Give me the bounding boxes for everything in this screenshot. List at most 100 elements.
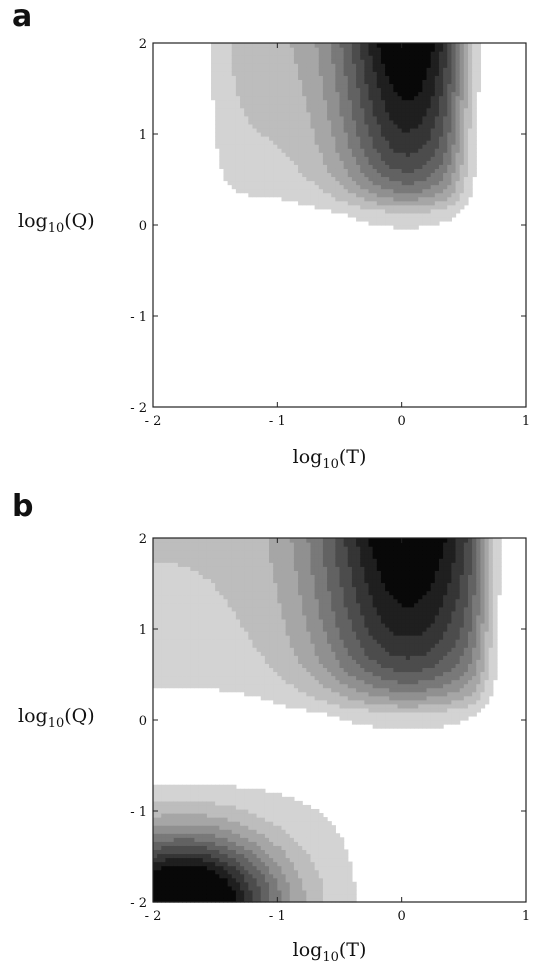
contour-cell (194, 679, 200, 685)
contour-cell (273, 131, 278, 137)
contour-cell (256, 841, 262, 846)
contour-cell (244, 574, 249, 580)
contour-cell (447, 184, 452, 190)
contour-cell (248, 546, 254, 551)
contour-cell (405, 95, 411, 101)
contour-cell (285, 817, 291, 822)
contour-cell (169, 865, 175, 871)
contour-cell (273, 845, 278, 851)
contour-cell (244, 180, 249, 186)
contour-cell (347, 168, 353, 174)
contour-cell (443, 43, 448, 48)
contour-cell (289, 893, 295, 899)
contour-cell (273, 55, 278, 60)
contour-cell (260, 566, 266, 571)
contour-cell (385, 71, 390, 76)
contour-cell (244, 63, 249, 68)
contour-cell (356, 140, 361, 145)
contour-cell (169, 825, 175, 830)
contour-cell (372, 148, 378, 153)
contour-cell (430, 184, 436, 190)
contour-cell (235, 598, 241, 604)
contour-cell (285, 192, 291, 198)
contour-cell (194, 590, 200, 596)
contour-cell (219, 107, 225, 113)
contour-cell (269, 606, 274, 612)
contour-cell (219, 47, 225, 52)
contour-cell (426, 107, 432, 113)
contour-cell (190, 893, 196, 899)
contour-cell (186, 626, 191, 632)
contour-cell (227, 635, 233, 640)
contour-cell (472, 75, 477, 80)
contour-cell (318, 119, 324, 125)
contour-cell (177, 651, 183, 656)
contour-cell (235, 663, 241, 669)
contour-cell (401, 63, 407, 68)
contour-cell (281, 861, 287, 867)
contour-cell (227, 631, 233, 636)
contour-cell (401, 200, 407, 206)
contour-cell (289, 538, 295, 543)
contour-cell (256, 808, 262, 814)
contour-cell (356, 148, 361, 153)
contour-cell (198, 861, 204, 867)
contour-cell (215, 796, 220, 802)
contour-cell (393, 127, 399, 133)
contour-cell (393, 47, 399, 52)
contour-cell (252, 180, 258, 186)
contour-cell (223, 635, 229, 640)
contour-cell (248, 881, 254, 887)
contour-cell (157, 614, 162, 620)
contour-cell (322, 131, 328, 137)
contour-cell (269, 542, 274, 547)
contour-cell (157, 889, 162, 895)
contour-cell (219, 631, 225, 636)
contour-cell (476, 67, 482, 72)
contour-cell (430, 140, 436, 145)
contour-cell (393, 144, 399, 149)
contour-cell (310, 172, 316, 178)
contour-cell (339, 164, 345, 169)
contour-cell (198, 808, 204, 814)
contour-cell (409, 176, 415, 182)
contour-cell (434, 55, 440, 60)
contour-cell (227, 538, 233, 543)
contour-cell (298, 176, 303, 182)
contour-cell (202, 663, 208, 669)
contour-cell (252, 152, 258, 157)
contour-cell (186, 582, 191, 588)
contour-cell (293, 152, 299, 157)
contour-cell (173, 897, 179, 903)
contour-cell (219, 873, 225, 879)
contour-cell (273, 659, 278, 664)
contour-cell (227, 817, 233, 822)
contour-cell (235, 833, 241, 838)
contour-cell (227, 606, 233, 612)
contour-cell (376, 180, 382, 186)
contour-cell (273, 857, 278, 863)
contour-cell (285, 184, 291, 190)
contour-cell (418, 119, 423, 125)
contour-cell (215, 614, 220, 620)
contour-cell (264, 594, 270, 600)
contour-cell (256, 881, 262, 887)
contour-cell (306, 75, 312, 80)
contour-cell (281, 574, 287, 580)
contour-cell (281, 618, 287, 624)
contour-cell (211, 43, 216, 48)
contour-cell (273, 83, 278, 89)
contour-cell (339, 119, 345, 125)
contour-cell (277, 889, 283, 895)
contour-cell (409, 140, 415, 145)
contour-cell (380, 148, 386, 153)
contour-cell (364, 115, 370, 121)
contour-cell (281, 172, 287, 178)
contour-cell (252, 796, 258, 802)
contour-cell (227, 176, 233, 182)
contour-cell (240, 865, 245, 871)
contour-cell (194, 833, 200, 838)
contour-cell (182, 869, 187, 875)
contour-cell (314, 184, 320, 190)
contour-cell (248, 127, 254, 133)
